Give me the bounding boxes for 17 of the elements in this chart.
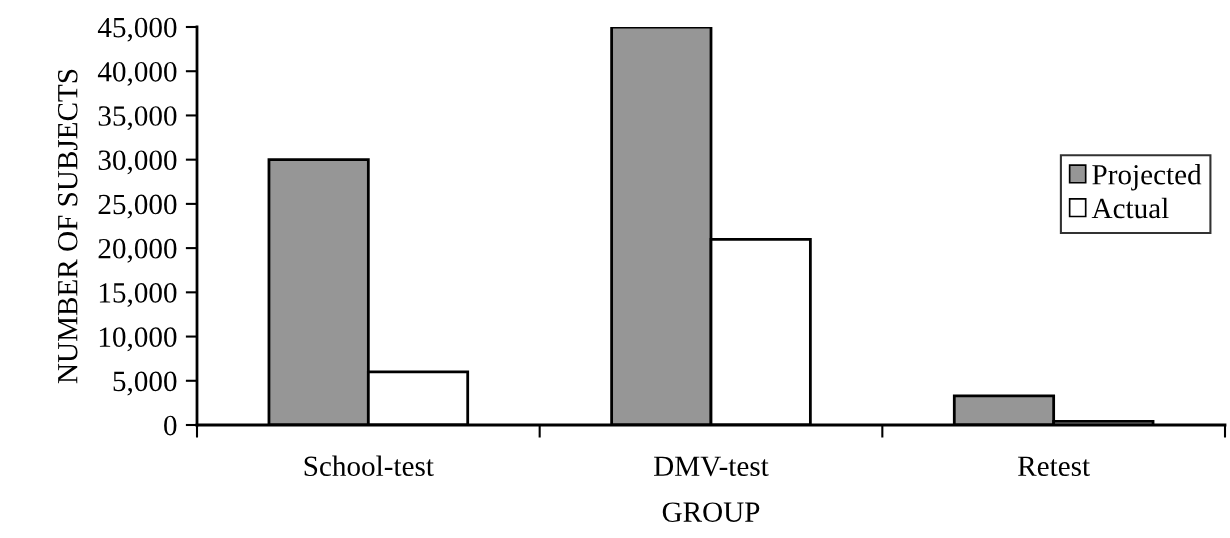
x-tick-label: School-test: [304, 455, 434, 477]
y-tick-label: 10,000: [99, 327, 177, 352]
x-tick-label: Retest: [1018, 456, 1090, 477]
x-axis-title: GROUP: [662, 502, 760, 522]
y-tick-label: 0: [164, 415, 177, 436]
y-tick-label: 25,000: [98, 194, 177, 219]
legend-label: Actual: [1091, 197, 1169, 219]
y-tick-label: 20,000: [98, 238, 177, 263]
y-tick-label: 15,000: [99, 283, 177, 307]
y-tick-label: 45,000: [97, 17, 177, 42]
y-tick-label: 40,000: [97, 61, 177, 86]
y-tick-label: 30,000: [98, 150, 177, 175]
x-tick-label: DMV-test: [654, 456, 769, 477]
y-tick-label: 5,000: [113, 371, 177, 396]
legend-label: Projected: [1092, 164, 1202, 191]
y-axis-title: NUMBER OF SUBJECTS: [57, 69, 78, 384]
y-tick-label: 35,000: [98, 106, 177, 131]
